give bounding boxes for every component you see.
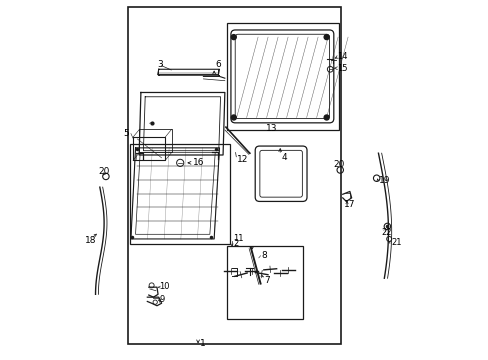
Text: 14: 14 [337,52,347,61]
Text: 1: 1 [199,339,205,348]
Circle shape [324,115,328,120]
Text: 3: 3 [157,60,163,69]
Text: 17: 17 [343,200,355,209]
Text: 7: 7 [264,276,269,285]
Text: 18: 18 [84,236,96,245]
Bar [128,7,340,344]
Text: 6: 6 [215,60,221,69]
Text: 9: 9 [159,295,164,304]
Circle shape [324,35,328,40]
Text: 2: 2 [233,239,238,248]
Text: 5: 5 [123,129,129,138]
Bar [130,144,230,244]
Text: 22: 22 [380,228,391,237]
Bar [226,246,303,319]
Text: 20: 20 [332,160,344,169]
Text: 11: 11 [233,234,243,243]
Circle shape [231,115,236,120]
Text: 20: 20 [99,167,110,176]
Text: 19: 19 [378,176,389,185]
Text: 15: 15 [337,64,347,73]
Text: 12: 12 [236,155,247,164]
Circle shape [231,35,236,40]
Text: 16: 16 [192,158,204,167]
Text: 10: 10 [159,282,170,291]
Text: 21: 21 [390,238,401,247]
Text: 8: 8 [261,251,267,260]
Bar [226,23,339,130]
Text: 13: 13 [265,124,277,133]
Text: 4: 4 [281,153,286,162]
